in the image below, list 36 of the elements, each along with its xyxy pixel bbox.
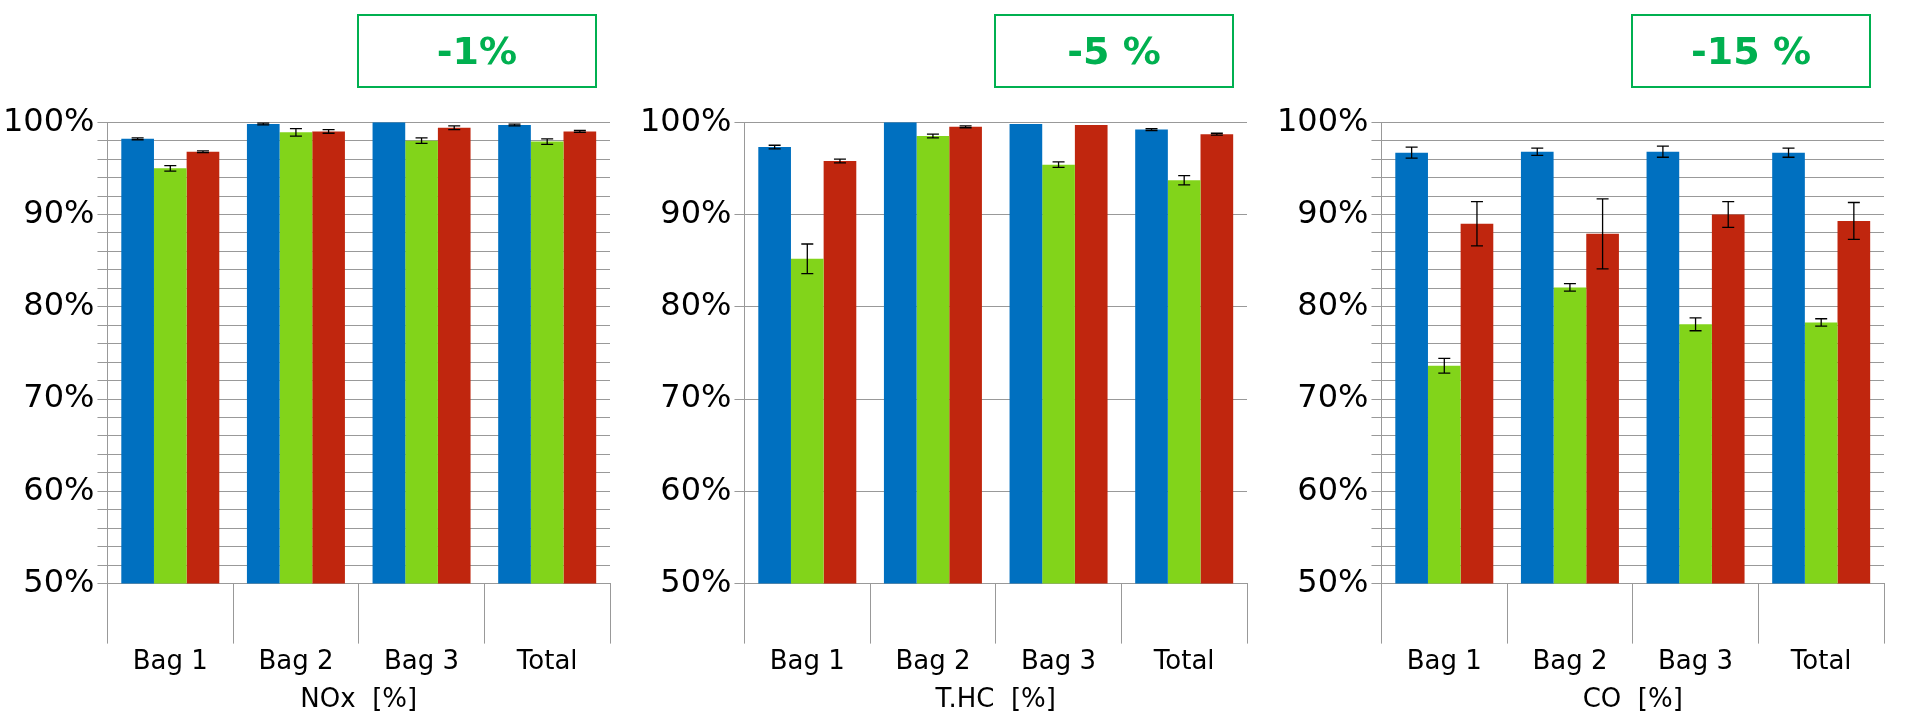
y-tick-label: 60% xyxy=(23,469,95,508)
y-tick-label: 100% xyxy=(1277,100,1369,139)
y-tick-label: 100% xyxy=(3,100,95,139)
y-tick-label: 50% xyxy=(23,561,95,600)
y-tick-label: 70% xyxy=(23,377,95,416)
y-tick-label: 70% xyxy=(660,377,732,416)
y-tick-label: 80% xyxy=(660,285,732,324)
x-tick-label: Bag 2 xyxy=(1532,644,1608,675)
y-tick-label: 100% xyxy=(640,100,732,139)
y-tick-label: 60% xyxy=(1297,469,1369,508)
y-tick-label: 80% xyxy=(23,285,95,324)
x-axis-title: CO [%] xyxy=(1582,683,1683,714)
y-tick-label: 50% xyxy=(660,561,732,600)
y-tick-label: 80% xyxy=(1297,285,1369,324)
x-tick-label: Bag 1 xyxy=(1406,644,1482,675)
x-tick-label: Bag 3 xyxy=(1021,644,1097,675)
y-tick-label: 50% xyxy=(1297,561,1369,600)
text: -15 % xyxy=(1631,14,1871,88)
text: -5 % xyxy=(994,14,1234,88)
x-tick-label: Bag 1 xyxy=(769,644,845,675)
x-tick-label: Total xyxy=(1152,644,1215,675)
x-tick-label: Total xyxy=(515,644,578,675)
text: -1% xyxy=(357,14,597,88)
y-tick-label: 70% xyxy=(1297,377,1369,416)
x-axis-title: NOx [%] xyxy=(300,683,418,714)
x-tick-label: Bag 1 xyxy=(132,644,208,675)
y-tick-label: 90% xyxy=(23,192,95,231)
x-tick-label: Total xyxy=(1789,644,1852,675)
y-tick-label: 60% xyxy=(660,469,732,508)
x-axis-title: T.HC [%] xyxy=(934,683,1056,714)
x-tick-label: Bag 2 xyxy=(258,644,334,675)
x-tick-label: Bag 3 xyxy=(384,644,460,675)
y-tick-label: 90% xyxy=(660,192,732,231)
x-tick-label: Bag 2 xyxy=(895,644,971,675)
x-tick-label: Bag 3 xyxy=(1658,644,1734,675)
y-tick-label: 90% xyxy=(1297,192,1369,231)
